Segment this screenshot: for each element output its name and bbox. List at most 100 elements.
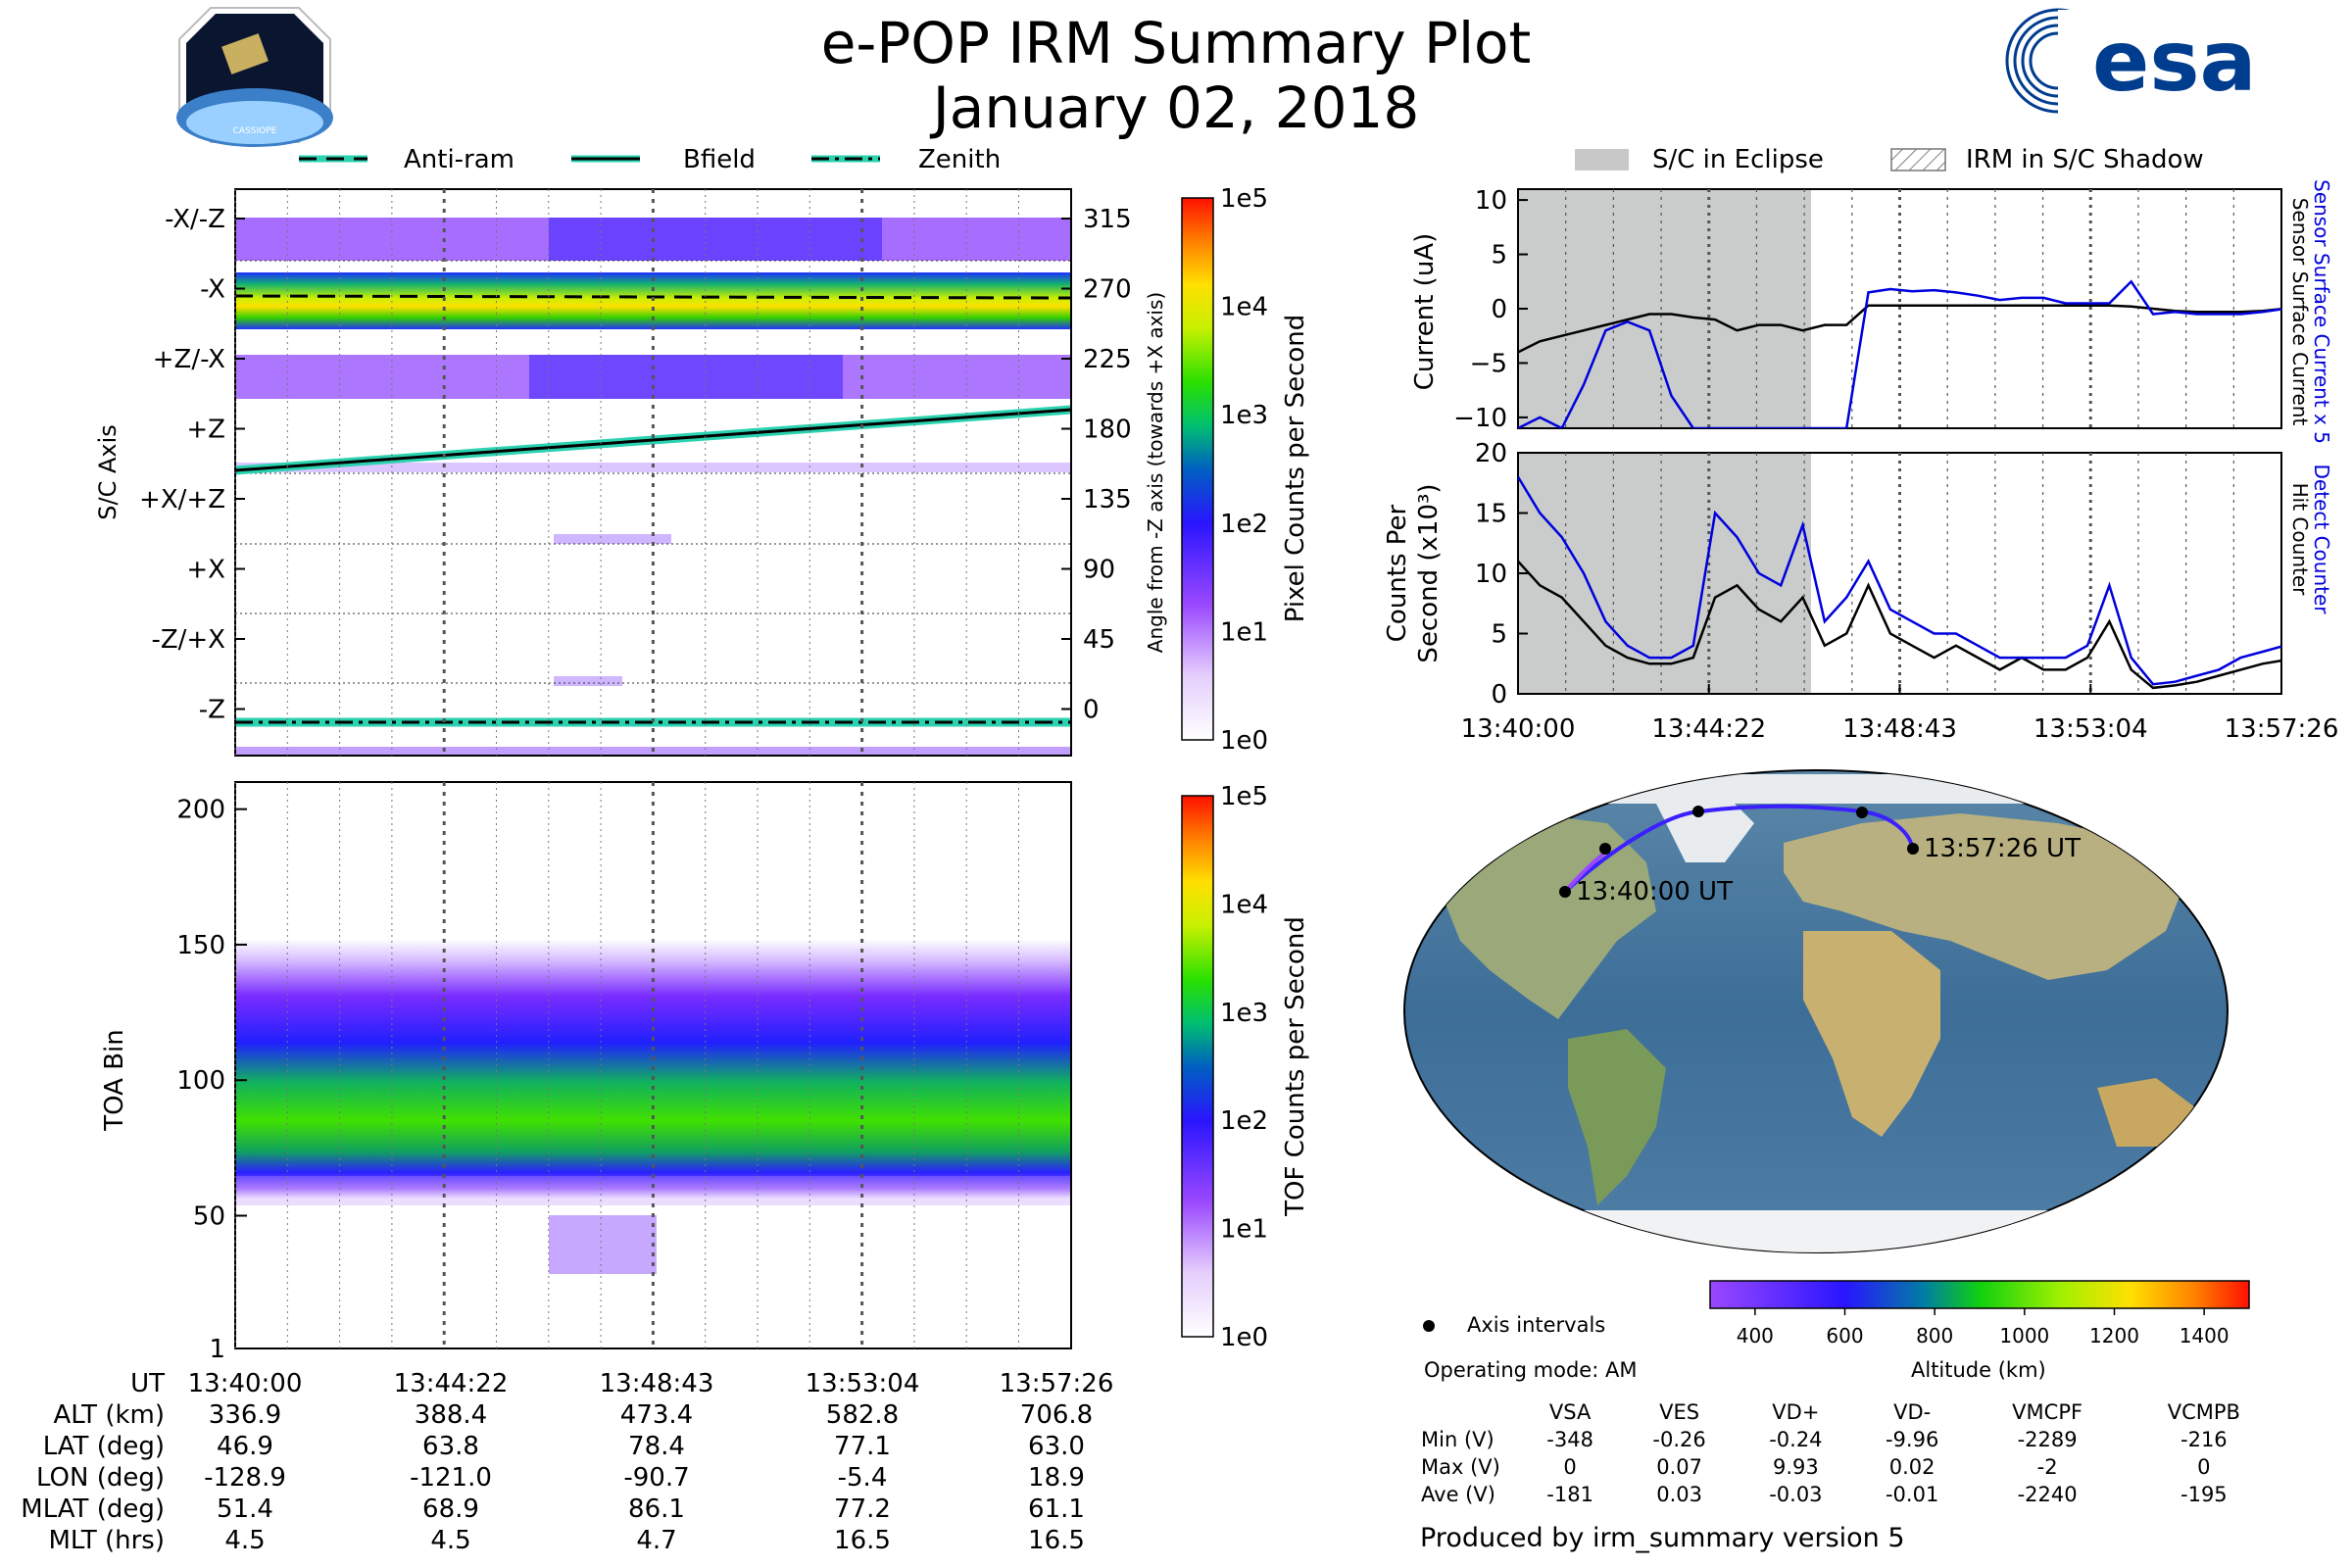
vt-cell: -0.03 (1769, 1483, 1823, 1506)
counts-series-hit-counter (1518, 560, 2281, 690)
orbit-point-end (1907, 843, 1919, 855)
counts-tick-label: 20 (1475, 439, 1507, 468)
eurasia (1784, 813, 2185, 980)
info-cell: 78.4 (628, 1432, 685, 1461)
info-cell: 63.8 (422, 1432, 479, 1461)
africa (1803, 931, 1940, 1137)
info-cell: 4.5 (430, 1526, 470, 1555)
counts-xtick-label: 13:44:22 (1651, 714, 1766, 744)
vt-row-label: Max (V) (1421, 1455, 1500, 1479)
info-cell: 473.4 (620, 1400, 693, 1430)
vt-header: VD+ (1772, 1400, 1820, 1424)
colorbar-tick-label: 1e1 (1220, 617, 1268, 647)
info-cell: 77.2 (834, 1494, 891, 1524)
info-row-label: LAT (deg) (43, 1432, 165, 1461)
info-cell: 13:57:26 (1000, 1369, 1114, 1398)
orbit-point (1856, 807, 1868, 818)
angle-right-label: Angle from -Z axis (towards +X axis) (1144, 292, 1167, 653)
counts-xtick-label: 13:48:43 (1842, 714, 1957, 744)
counts-ylabel-2: Second (x10³) (1414, 483, 1444, 662)
altitude-tick-label: 1200 (2089, 1324, 2139, 1348)
vt-cell: -9.96 (1885, 1428, 1939, 1451)
angle-tick-label: 90 (1083, 556, 1115, 585)
axis-sector-label: -Z (199, 696, 225, 725)
vt-cell: -2289 (2017, 1428, 2078, 1451)
info-cell: 68.9 (422, 1494, 479, 1524)
current-tick-label: 10 (1475, 186, 1507, 216)
info-row-label: UT (130, 1369, 165, 1398)
sc-axis-ylabel: S/C Axis (94, 424, 122, 520)
colorbar-tick-label: 1e3 (1220, 401, 1268, 430)
toa-tick-label: 50 (193, 1201, 225, 1231)
counts-right-label-blue: Detect Counter (2310, 465, 2333, 615)
legend-zenith: Zenith (918, 145, 1001, 174)
info-cell: 77.1 (834, 1432, 891, 1461)
legend-anti-ram: Anti-ram (404, 145, 514, 174)
vt-cell: -348 (1546, 1428, 1593, 1451)
voltage-table: VSA VES VD+ VD- VMCPF VCMPB Min (V) -348… (1421, 1398, 2283, 1508)
counts-series-detect-counter (1518, 475, 2281, 686)
counts-xtick-label: 13:53:04 (2034, 714, 2148, 744)
footer-text: Produced by irm_summary version 5 (1420, 1523, 1905, 1553)
eclipse-shade-current (1518, 189, 1811, 428)
angle-tick-label: 0 (1083, 696, 1100, 725)
toa-tick-label: 1 (209, 1335, 225, 1364)
legend-eclipse: S/C in Eclipse (1652, 145, 1824, 174)
current-right-label-black: Sensor Surface Current (2288, 198, 2312, 426)
australia (2097, 1078, 2195, 1147)
counts-tick-label: 5 (1491, 620, 1507, 650)
info-cell: -5.4 (838, 1463, 888, 1493)
vt-row-label: Min (V) (1421, 1428, 1494, 1451)
altitude-label: Altitude (km) (1911, 1358, 2046, 1382)
colorbar-tick-label: 1e1 (1220, 1215, 1268, 1245)
angle-tick-label: 180 (1083, 416, 1132, 445)
esa-logo: esa (2005, 8, 2257, 118)
current-right-label-blue: Sensor Surface Current x 5 (2310, 179, 2333, 444)
vt-cell: 0.07 (1656, 1455, 1702, 1479)
toa-ylabel: TOA Bin (100, 1029, 129, 1131)
current-series-sensor-surface-current-x-5 (1518, 279, 2281, 428)
info-cell: 336.9 (209, 1400, 281, 1430)
info-cell: -128.9 (204, 1463, 286, 1493)
toa-tick-label: 150 (176, 931, 225, 960)
legend-top-left: Anti-ram Bfield Zenith (299, 145, 1001, 174)
counts-tick-label: 15 (1475, 500, 1507, 529)
axis-sector-label: +Z/-X (153, 345, 225, 374)
vt-cell: -0.01 (1885, 1483, 1939, 1506)
vt-cell: -0.24 (1769, 1428, 1823, 1451)
colorbar-tick-label: 1e0 (1220, 1323, 1268, 1352)
pixel-colorbar (1181, 197, 1214, 741)
info-cell: 16.5 (1028, 1526, 1085, 1555)
operating-mode: Operating mode: AM (1424, 1358, 1638, 1382)
world-map: 13:40:00 UT 13:57:26 UT (1403, 769, 2229, 1253)
axis-sector-label: +X (186, 556, 225, 585)
axis-sector-label: -X (200, 275, 225, 305)
map-start-label: 13:40:00 UT (1576, 877, 1733, 906)
info-cell: 13:40:00 (188, 1369, 303, 1398)
altitude-colorbar (1709, 1280, 2250, 1309)
vt-cell: -216 (2180, 1428, 2228, 1451)
page-date: January 02, 2018 (932, 74, 1420, 141)
angle-tick-label: 270 (1083, 275, 1132, 305)
current-tick-label: −10 (1453, 404, 1507, 433)
colorbar-tick-label: 1e4 (1220, 890, 1268, 919)
vt-cell: -0.26 (1652, 1428, 1706, 1451)
angle-tick-label: 135 (1083, 485, 1132, 514)
vt-header: VCMPB (2167, 1400, 2240, 1424)
map-end-label: 13:57:26 UT (1924, 834, 2081, 863)
orbit-track (1563, 804, 1915, 894)
eclipse-shade-counts (1518, 453, 1811, 694)
info-cell: 13:44:22 (394, 1369, 509, 1398)
colorbar-tick-label: 1e5 (1220, 184, 1268, 214)
info-cell: 46.9 (217, 1432, 273, 1461)
vt-header: VSA (1548, 1400, 1592, 1424)
counts-tick-label: 10 (1475, 560, 1507, 589)
vt-cell: -195 (2180, 1483, 2228, 1506)
info-cell: 16.5 (834, 1526, 891, 1555)
orbit-point (1692, 806, 1704, 817)
info-cell: 4.7 (636, 1526, 676, 1555)
info-cell: 706.8 (1020, 1400, 1093, 1430)
antarctica (1404, 1210, 2228, 1252)
orbit-point-start (1559, 886, 1571, 898)
